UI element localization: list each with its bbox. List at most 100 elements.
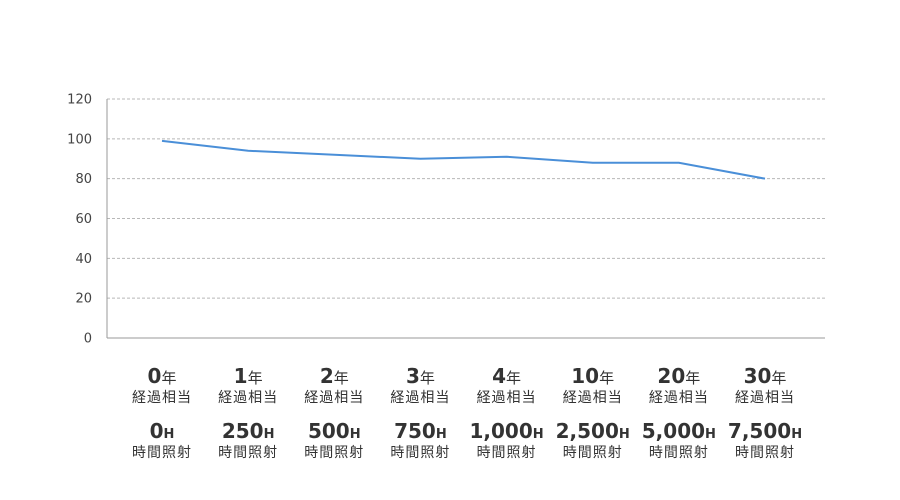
hours-value: 5,000 — [641, 419, 706, 443]
year-unit: 年 — [599, 369, 615, 387]
hours-value: 1,000 — [469, 419, 533, 443]
hours-caption-line: 時間照射 — [624, 443, 734, 461]
y-tick-label-80: 80 — [75, 172, 92, 187]
hours-caption-line: 時間照射 — [279, 443, 389, 461]
x-tick-label-year-3: 3年経過相当 — [365, 365, 475, 407]
year-unit: 年 — [506, 369, 522, 387]
year-caption-line: 経過相当 — [193, 388, 303, 406]
y-tick-label-100: 100 — [67, 132, 92, 147]
hours-line: 2,500H — [538, 420, 648, 443]
year-line: 2年 — [279, 365, 389, 388]
hours-caption-line: 時間照射 — [365, 443, 475, 461]
year-caption-line: 経過相当 — [279, 388, 389, 406]
hours-line: 7,500H — [710, 420, 820, 443]
x-tick-label-hours-0: 0H 時間照射 — [107, 420, 217, 462]
x-tick-label-hours-6: 5,000H 時間照射 — [624, 420, 734, 462]
x-tick-label-hours-2: 500H 時間照射 — [279, 420, 389, 462]
hours-unit: H — [705, 427, 716, 442]
year-caption-line: 経過相当 — [452, 388, 562, 406]
hours-caption: 時間照射 — [476, 445, 537, 461]
x-tick-label-hours-1: 250H 時間照射 — [193, 420, 303, 462]
year-line: 10年 — [538, 365, 648, 388]
y-tick-label-20: 20 — [75, 292, 92, 307]
hours-unit: H — [263, 427, 275, 442]
year-value: 20 — [657, 364, 686, 388]
x-tick-label-year-1: 1年経過相当 — [193, 365, 303, 407]
x-tick-label-year-5: 10年 経過相当 — [538, 365, 648, 407]
hours-caption: 時間照射 — [735, 445, 795, 461]
year-value: 3 — [405, 364, 420, 388]
year-value: 1 — [233, 364, 248, 388]
hours-caption-line: 時間照射 — [710, 443, 820, 461]
year-value: 4 — [492, 364, 507, 388]
year-caption-line: 経過相当 — [624, 388, 734, 406]
x-tick-label-year-4: 4年経過相当 — [452, 365, 562, 407]
year-value: 10 — [571, 364, 600, 388]
year-caption: 経過相当 — [735, 390, 795, 406]
year-caption-line: 経過相当 — [538, 388, 648, 406]
x-tick-label-year-6: 20年経過相当 — [624, 365, 734, 407]
x-tick-label-year-0: 0年経過相当 — [107, 365, 217, 407]
hours-line: 500H — [279, 420, 389, 443]
hours-caption-line: 時間照射 — [193, 443, 303, 461]
year-unit: 年 — [247, 369, 263, 387]
year-caption: 経過相当 — [390, 390, 451, 406]
year-unit: 年 — [161, 369, 177, 387]
year-caption-line: 経過相当 — [710, 388, 820, 406]
hours-line: 250H — [193, 420, 303, 443]
hours-caption: 時間照射 — [390, 445, 451, 461]
hours-unit: H — [532, 427, 544, 442]
hours-caption: 時間照射 — [218, 445, 279, 461]
year-value: 0 — [147, 364, 162, 388]
y-tick-label-0: 0 — [84, 332, 92, 347]
hours-caption: 時間照射 — [304, 445, 365, 461]
hours-value: 250 — [221, 419, 264, 443]
x-tick-label-hours-5: 2,500H 時間照射 — [538, 420, 648, 462]
y-tick-label-60: 60 — [75, 212, 92, 227]
hours-value: 750 — [394, 419, 436, 443]
x-tick-label-hours-3: 750H 時間照射 — [365, 420, 475, 462]
y-tick-label-120: 120 — [67, 93, 92, 108]
year-line: 4年 — [452, 365, 562, 388]
hours-line: 5,000H — [624, 420, 734, 443]
hours-line: 0H — [107, 420, 217, 443]
year-caption: 経過相当 — [132, 390, 192, 406]
year-caption: 経過相当 — [476, 390, 537, 406]
year-caption-line: 経過相当 — [365, 388, 475, 406]
hours-caption-line: 時間照射 — [538, 443, 648, 461]
hours-caption-line: 時間照射 — [107, 443, 217, 461]
year-line: 20年 — [624, 365, 734, 388]
year-unit: 年 — [685, 369, 701, 387]
hours-caption-line: 時間照射 — [452, 443, 562, 461]
hours-value: 500 — [307, 419, 350, 443]
x-tick-label-year-7: 30年経過相当 — [710, 365, 820, 407]
hours-unit: H — [163, 427, 175, 442]
hours-value: 0 — [149, 419, 164, 443]
year-caption-line: 経過相当 — [107, 388, 217, 406]
year-unit: 年 — [771, 369, 787, 387]
year-line: 0年 — [107, 365, 217, 388]
hours-unit: H — [791, 427, 803, 442]
year-value: 2 — [319, 364, 334, 388]
year-caption: 経過相当 — [304, 390, 365, 406]
hours-unit: H — [435, 427, 447, 442]
year-unit: 年 — [419, 369, 435, 387]
series-line-0 — [161, 139, 766, 180]
year-line: 1年 — [193, 365, 303, 388]
hours-value: 7,500 — [727, 419, 792, 443]
hours-caption: 時間照射 — [132, 445, 192, 461]
hours-unit: H — [618, 427, 630, 442]
year-line: 3年 — [365, 365, 475, 388]
hours-caption: 時間照射 — [562, 445, 623, 461]
year-line: 30年 — [710, 365, 820, 388]
hours-line: 750H — [365, 420, 475, 443]
y-tick-label-40: 40 — [75, 252, 92, 267]
hours-unit: H — [349, 427, 361, 442]
year-caption: 経過相当 — [648, 390, 709, 406]
hours-line: 1,000H — [452, 420, 562, 443]
x-tick-label-year-2: 2年経過相当 — [279, 365, 389, 407]
year-caption: 経過相当 — [218, 390, 279, 406]
hours-caption: 時間照射 — [648, 445, 709, 461]
